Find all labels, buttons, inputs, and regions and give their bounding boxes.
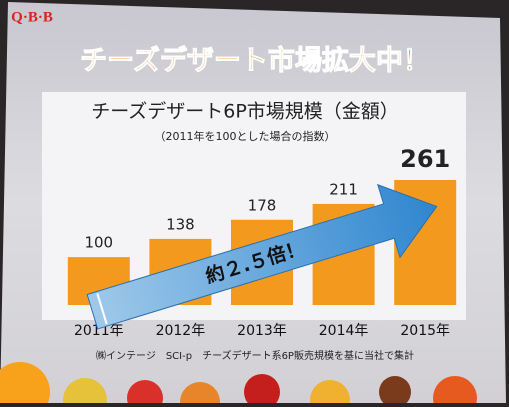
x-tick-label: 2014年 bbox=[319, 323, 369, 339]
value-label: 138 bbox=[166, 215, 195, 233]
tomato bbox=[244, 374, 280, 407]
fruit bbox=[379, 376, 411, 407]
chart-subtitle: （2011年を100とした場合の指数） bbox=[155, 129, 336, 143]
fruit bbox=[63, 378, 107, 407]
brand-logo: Q·B·B bbox=[11, 9, 53, 25]
orange bbox=[0, 362, 50, 407]
value-label: 178 bbox=[248, 196, 277, 214]
arrow-stripe bbox=[96, 293, 108, 325]
arrow-shape bbox=[86, 183, 438, 330]
fruit bbox=[127, 380, 163, 407]
fruit bbox=[433, 376, 477, 407]
fruit-decoration bbox=[0, 362, 477, 407]
headline: チーズデザート市場拡大中！ bbox=[80, 45, 430, 77]
source-note: ㈱インテージ SCI-p チーズデザート系6P販売規模を基に当社で集計 bbox=[96, 349, 414, 362]
value-label: 100 bbox=[84, 234, 113, 252]
value-label: 261 bbox=[400, 145, 450, 173]
chart-title: チーズデザート6P市場規模（金額） bbox=[91, 101, 399, 123]
fruit bbox=[310, 380, 350, 407]
x-tick-label: 2015年 bbox=[400, 323, 450, 339]
x-tick-label: 2013年 bbox=[237, 323, 287, 339]
x-tick-label: 2011年 bbox=[74, 323, 124, 339]
value-label: 211 bbox=[329, 180, 358, 198]
fruit bbox=[180, 382, 220, 407]
x-tick-label: 2012年 bbox=[156, 323, 206, 339]
